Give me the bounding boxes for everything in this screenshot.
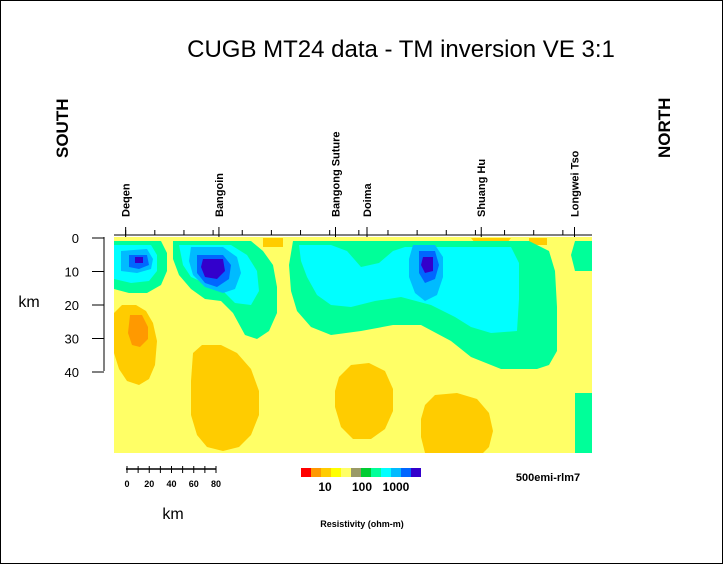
depth-axis-ticks: 0 10 20 30 40 [65,231,104,380]
resistivity-section [114,237,592,453]
station-label: Bangong Suture [331,131,343,217]
colorbar-swatch [381,468,391,477]
depth-tick-label: 0 [72,231,79,246]
colorbar-swatch [411,468,421,477]
depth-tick-label: 10 [65,265,79,280]
model-label: 500emi-rlm7 [516,472,580,484]
depth-tick-label: 40 [65,365,79,380]
scale-bar-ticks: 0 20 40 60 80 [124,466,221,489]
station-label: Doima [362,183,374,218]
station-label: Shuang Hu [476,159,488,217]
colorbar-swatch [321,468,331,477]
scale-tick-label: 20 [144,479,154,489]
depth-tick-label: 20 [65,298,79,313]
colorbar-swatches [301,468,421,477]
conductor-bangoin-deep [191,345,259,451]
depth-axis-label: km [18,294,39,311]
north-label: NORTH [655,98,674,158]
top-axis [114,227,592,237]
station-label: Longwei Tso [570,150,582,217]
colorbar-swatch [311,468,321,477]
colorbar: 10 100 1000 Resistivity (ohm-m) [301,468,421,529]
colorbar-swatch [391,468,401,477]
colorbar-tick-label: 100 [352,480,372,494]
depth-axis: 0 10 20 30 40 km [18,231,105,380]
station-label: Bangoin [214,173,226,217]
resistive-core-violet [135,257,433,279]
conductor-deqen-core [128,315,148,347]
colorbar-swatch [361,468,371,477]
scale-tick-label: 0 [124,479,129,489]
scale-tick-label: 60 [189,479,199,489]
conductor-near-surface-top [263,238,547,247]
conductor-doima-deep [335,363,393,439]
top-axis-ticks [125,227,576,237]
scale-bar-unit: km [162,506,183,523]
station-labels: Deqen Bangoin Bangong Suture Doima Shuang Hu… [121,131,582,217]
station-label: Deqen [121,183,133,217]
colorbar-swatch [371,468,381,477]
colorbar-tick-label: 10 [318,480,332,494]
scale-tick-label: 40 [166,479,176,489]
colorbar-swatch [351,468,361,477]
colorbar-swatch [401,468,411,477]
colorbar-label: Resistivity (ohm-m) [320,519,404,529]
south-label: SOUTH [53,99,72,159]
colorbar-tick-label: 1000 [383,480,410,494]
scale-bar: 0 20 40 60 80 km [124,466,221,523]
conductor-shuanghu-deep [421,393,493,453]
depth-tick-label: 30 [65,332,79,347]
colorbar-swatch [301,468,311,477]
colorbar-ticks: 10 100 1000 [318,480,409,494]
scale-tick-label: 80 [211,479,221,489]
colorbar-swatch [341,468,351,477]
colorbar-swatch [331,468,341,477]
section-right-edge [577,271,592,291]
chart-title: CUGB MT24 data - TM inversion VE 3:1 [187,36,615,63]
